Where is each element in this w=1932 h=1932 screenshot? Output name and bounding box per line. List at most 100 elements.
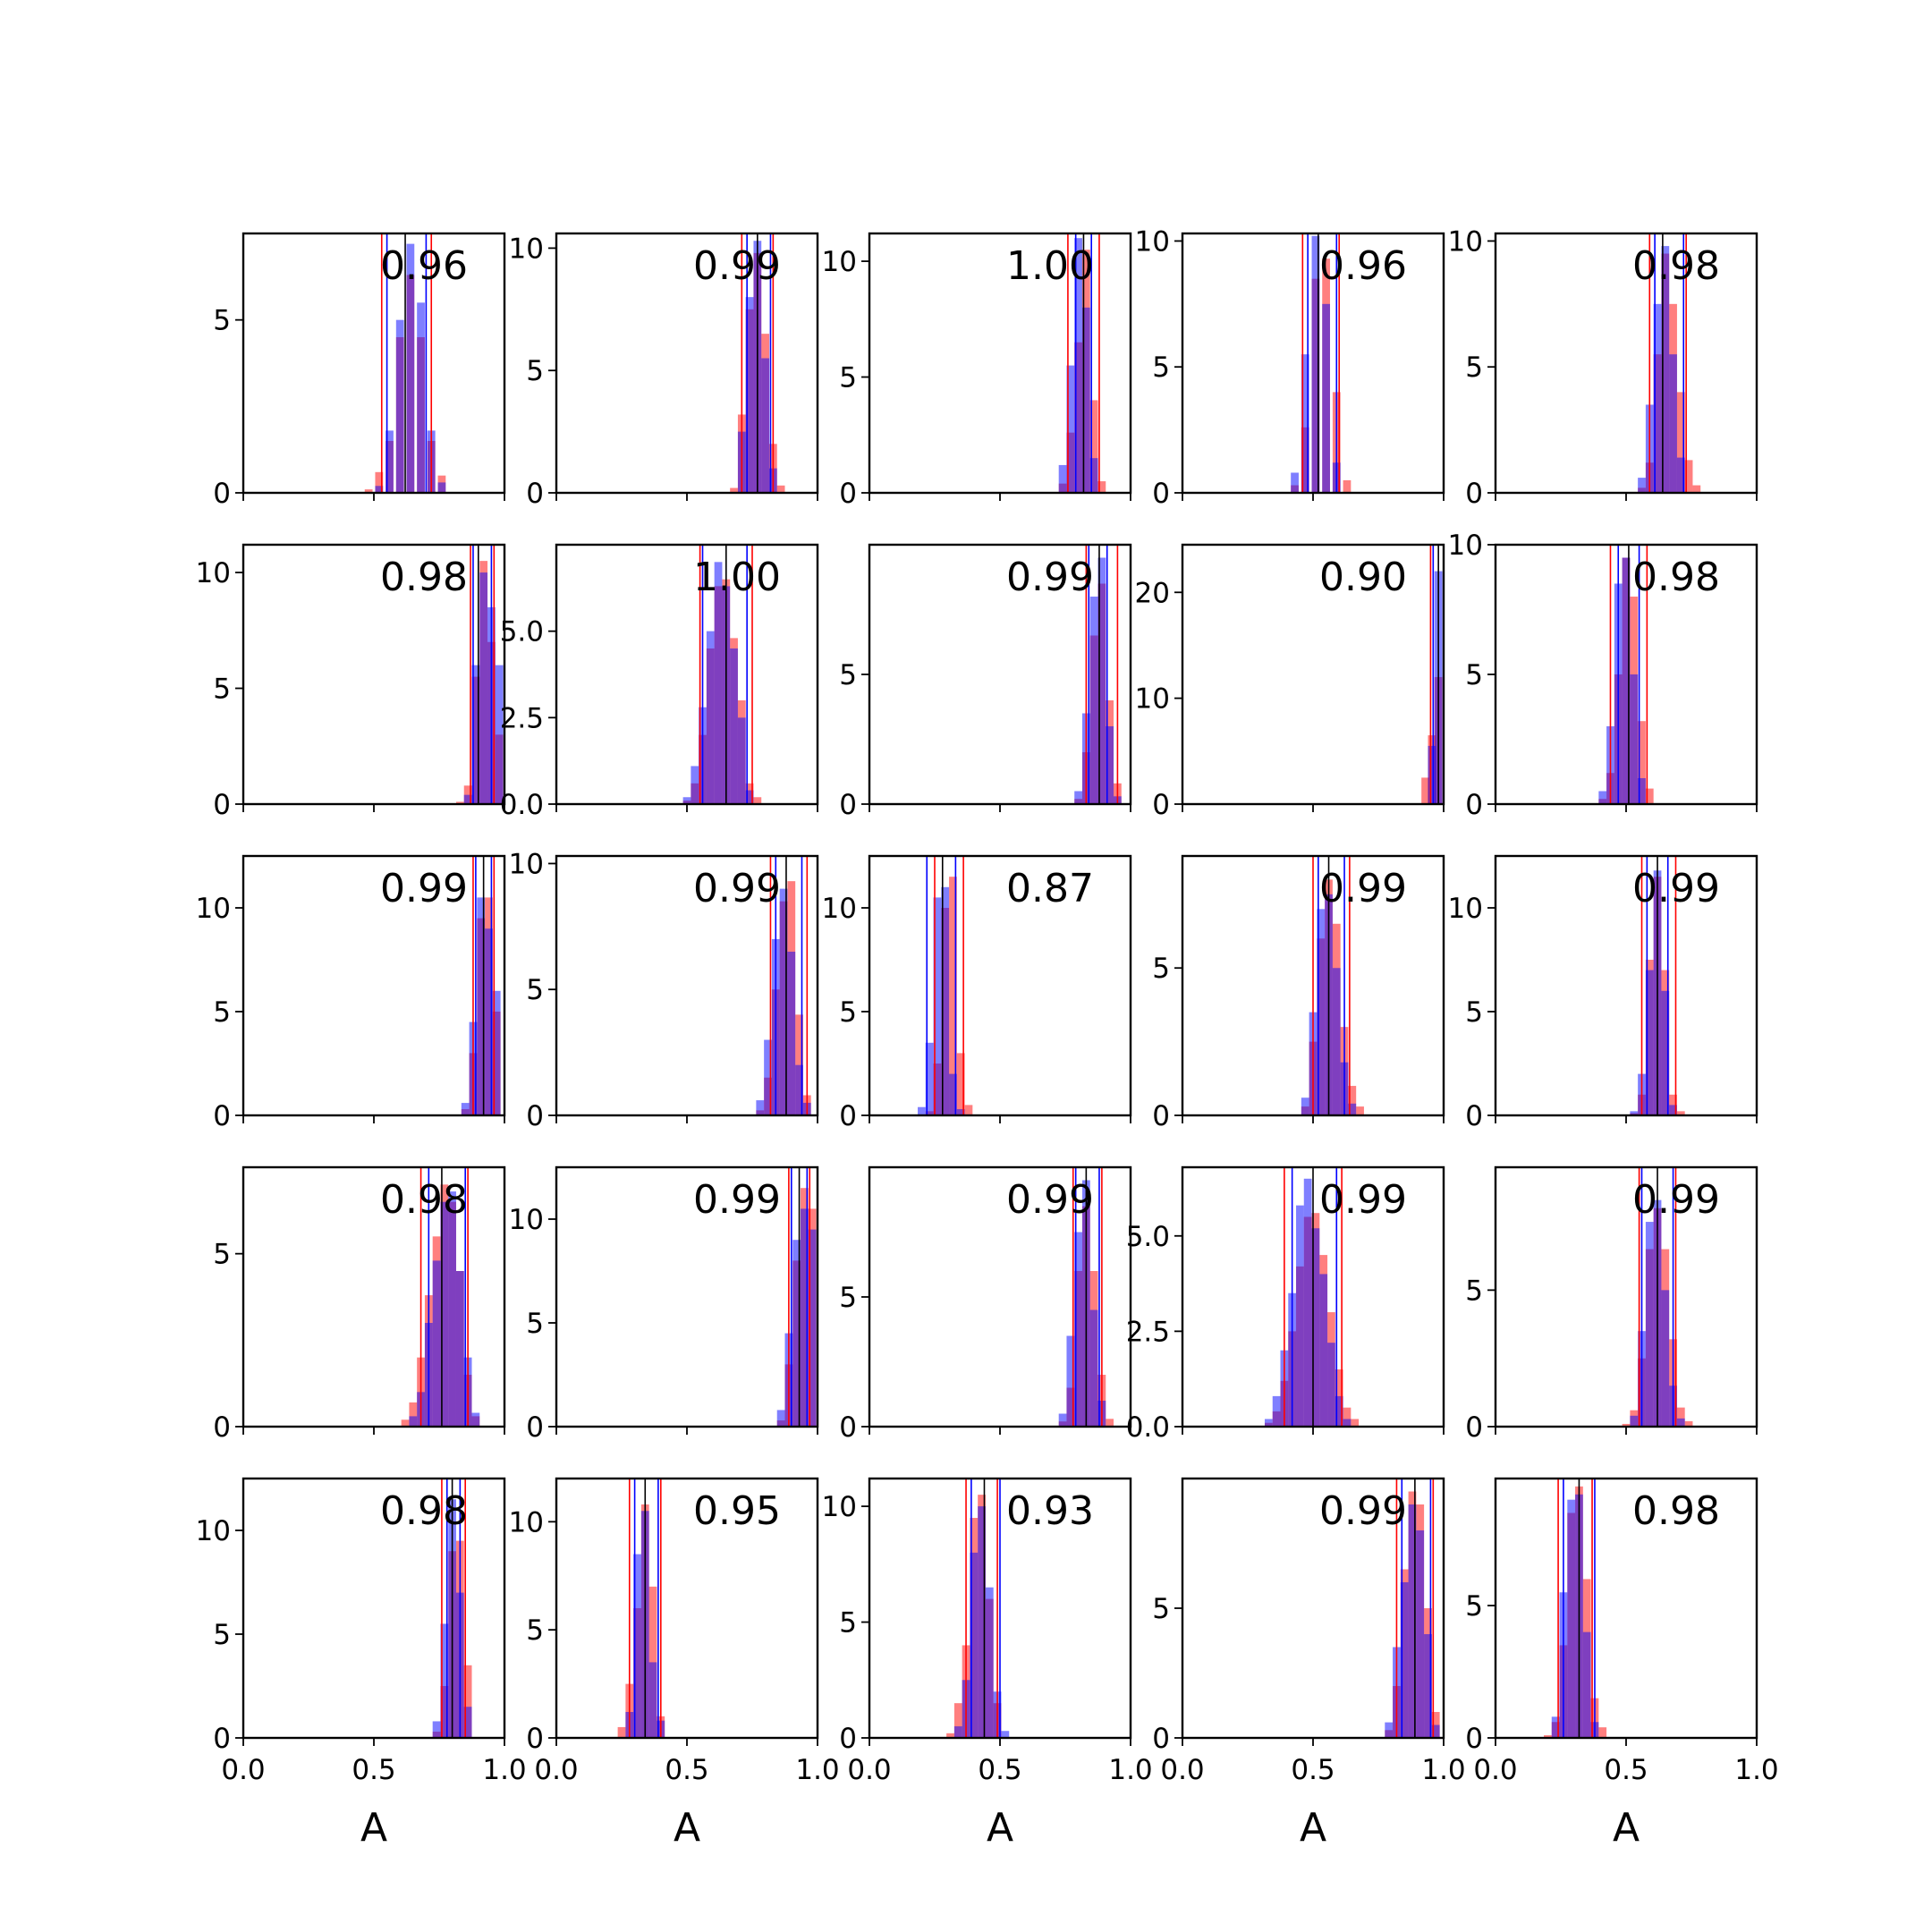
panel-r0-c0: 050.96 bbox=[213, 232, 506, 510]
blue-histogram-bar bbox=[1066, 365, 1075, 493]
blue-histogram-bar bbox=[471, 665, 480, 804]
x-axis-label: A bbox=[1300, 1805, 1326, 1851]
blue-histogram-bar bbox=[1066, 1335, 1075, 1427]
blue-histogram-bar bbox=[1058, 1413, 1067, 1427]
blue-histogram-bar bbox=[440, 1623, 449, 1738]
score-annotation: 0.98 bbox=[1632, 555, 1720, 600]
blue-histogram-bar bbox=[1089, 1309, 1098, 1427]
score-annotation: 0.99 bbox=[1319, 866, 1407, 911]
y-tick-label: 5 bbox=[839, 659, 857, 691]
red-histogram-bar bbox=[946, 1733, 954, 1738]
blue-histogram-bar bbox=[1089, 458, 1098, 493]
blue-histogram-bar bbox=[682, 797, 691, 804]
blue-histogram-bar bbox=[1348, 1103, 1357, 1115]
red-histogram-bar bbox=[956, 1053, 965, 1115]
y-tick-label: 10 bbox=[509, 848, 544, 880]
y-tick-label: 0.0 bbox=[1126, 1411, 1170, 1444]
panel-r2-c1: 0 5 10 0.99 bbox=[509, 848, 819, 1132]
y-tick-label: 0 bbox=[839, 1723, 857, 1755]
x-tick-label: 1.0 bbox=[1108, 1754, 1152, 1786]
x-axis-label: A bbox=[987, 1805, 1013, 1851]
red-histogram-bar bbox=[964, 1105, 973, 1115]
blue-histogram-bar bbox=[970, 1552, 979, 1738]
x-tick-label: 1.0 bbox=[1734, 1754, 1778, 1786]
y-tick-label: 5 bbox=[1152, 953, 1170, 985]
y-tick-label: 5 bbox=[1465, 996, 1483, 1029]
blue-histogram-bar bbox=[1272, 1395, 1281, 1427]
blue-histogram-bar bbox=[1343, 1419, 1352, 1427]
y-tick-label: 5 bbox=[1152, 352, 1170, 384]
y-tick-label: 5 bbox=[839, 1282, 857, 1314]
panel-r2-c0: 0 5 10 0.99 bbox=[196, 854, 506, 1132]
score-annotation: 0.99 bbox=[1319, 1177, 1407, 1223]
blue-histogram-bar bbox=[1431, 1724, 1440, 1738]
blue-histogram-bar bbox=[395, 319, 404, 493]
panel-r3-c2: 050.99 bbox=[839, 1165, 1132, 1444]
blue-histogram-bar bbox=[1645, 970, 1654, 1115]
x-tick-label: 0.5 bbox=[978, 1754, 1021, 1786]
y-tick-label: 0 bbox=[1465, 1723, 1483, 1755]
blue-histogram-bar bbox=[1301, 1097, 1309, 1115]
y-tick-label: 2.5 bbox=[1126, 1316, 1170, 1348]
red-histogram-bar bbox=[375, 471, 384, 493]
panel-r3-c3: 0.0 2.5 5.0 0.99 bbox=[1126, 1165, 1445, 1444]
blue-histogram-bar bbox=[471, 1412, 480, 1427]
blue-histogram-bar bbox=[761, 358, 769, 493]
blue-histogram-bar bbox=[1301, 354, 1309, 493]
score-annotation: 0.98 bbox=[1632, 243, 1720, 289]
score-annotation: 0.98 bbox=[1632, 1488, 1720, 1534]
y-tick-label: 5 bbox=[213, 1619, 231, 1651]
blue-histogram-bar bbox=[933, 897, 942, 1115]
blue-histogram-bar bbox=[1408, 1504, 1417, 1738]
red-histogram-bar bbox=[1676, 1111, 1685, 1115]
y-tick-label: 0 bbox=[526, 1411, 544, 1444]
blue-histogram-bar bbox=[1074, 1232, 1082, 1427]
blue-histogram-bar bbox=[1622, 557, 1631, 804]
blue-histogram-bar bbox=[1630, 1415, 1639, 1427]
y-tick-label: 5 bbox=[1465, 352, 1483, 384]
panel-r4-c4: 0 5 0.0 0.5 1.0 A 0.98 bbox=[1465, 1477, 1779, 1851]
blue-histogram-bar bbox=[1630, 1111, 1639, 1115]
panel-r0-c1: 0 5 10 0.99 bbox=[509, 232, 819, 510]
red-histogram-bar bbox=[401, 1419, 410, 1427]
x-axis-label: A bbox=[1613, 1805, 1640, 1851]
panel-r3-c4: 050.99 bbox=[1465, 1165, 1758, 1444]
y-tick-label: 0 bbox=[1465, 789, 1483, 821]
blue-histogram-bar bbox=[1661, 1290, 1670, 1427]
blue-histogram-bar bbox=[406, 243, 415, 493]
red-histogram-bar bbox=[953, 1703, 962, 1738]
blue-histogram-bar bbox=[1311, 1228, 1320, 1427]
y-tick-label: 0 bbox=[526, 478, 544, 510]
y-tick-label: 5 bbox=[526, 1614, 544, 1647]
blue-histogram-bar bbox=[1551, 1716, 1560, 1738]
blue-histogram-bar bbox=[432, 1721, 441, 1738]
y-tick-label: 20 bbox=[1135, 577, 1170, 609]
y-tick-label: 10 bbox=[1135, 225, 1170, 258]
blue-histogram-bar bbox=[706, 631, 715, 804]
score-annotation: 0.99 bbox=[1632, 1177, 1720, 1223]
y-tick-label: 10 bbox=[1448, 530, 1483, 562]
red-histogram-bar bbox=[455, 801, 464, 804]
y-tick-label: 0 bbox=[1465, 478, 1483, 510]
blue-histogram-bar bbox=[1319, 1274, 1328, 1427]
red-histogram-bar bbox=[364, 489, 373, 493]
panel-r0-c4: 0 5 10 0.98 bbox=[1448, 225, 1758, 510]
blue-histogram-bar bbox=[1645, 1222, 1654, 1427]
x-tick-label: 0.0 bbox=[1473, 1754, 1517, 1786]
blue-histogram-bar bbox=[737, 717, 746, 804]
blue-histogram-bar bbox=[776, 1410, 785, 1427]
blue-histogram-bar bbox=[956, 1109, 965, 1115]
blue-histogram-bar bbox=[985, 1587, 994, 1738]
blue-histogram-bar bbox=[440, 1201, 449, 1427]
score-annotation: 0.98 bbox=[380, 1177, 468, 1223]
y-tick-label: 5 bbox=[213, 305, 231, 337]
blue-histogram-bar bbox=[787, 951, 796, 1115]
blue-histogram-bar bbox=[1106, 726, 1114, 804]
panel-r1-c0: 0 5 10 0.98 bbox=[196, 543, 506, 821]
red-histogram-bar bbox=[1684, 1420, 1693, 1427]
y-tick-label: 0 bbox=[1152, 789, 1170, 821]
y-tick-label: 5 bbox=[1152, 1593, 1170, 1625]
x-tick-label: 0.5 bbox=[665, 1754, 708, 1786]
blue-histogram-bar bbox=[1317, 909, 1326, 1115]
blue-histogram-bar bbox=[792, 1240, 801, 1427]
